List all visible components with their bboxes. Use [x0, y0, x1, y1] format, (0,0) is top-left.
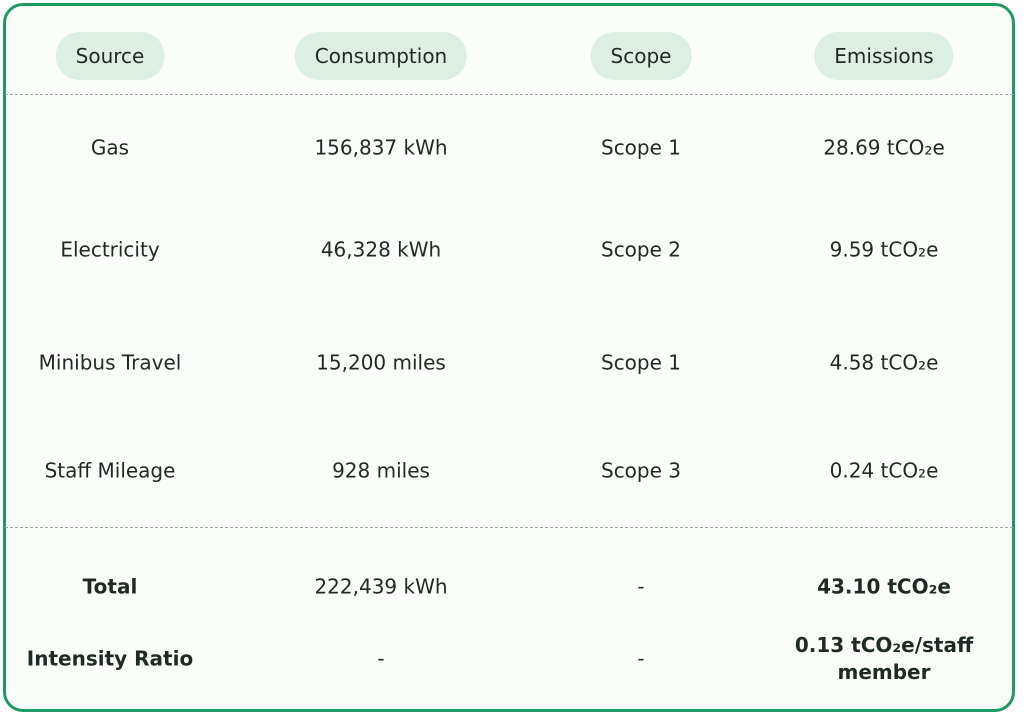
intensity-scope: -	[637, 646, 645, 671]
emissions-table-card	[3, 3, 1015, 712]
row-minibus-emissions: 4.58 tCO₂e	[829, 350, 939, 375]
row-electricity-scope: Scope 2	[600, 237, 682, 262]
row-electricity-consumption: 46,328 kWh	[320, 237, 442, 262]
header-source: Source	[55, 32, 165, 80]
intensity-consumption: -	[377, 646, 385, 671]
row-minibus-consumption: 15,200 miles	[316, 350, 446, 375]
header-scope: Scope	[590, 32, 692, 80]
total-consumption: 222,439 kWh	[314, 574, 448, 599]
total-divider	[5, 527, 1013, 528]
header-divider	[5, 94, 1013, 95]
row-gas-consumption: 156,837 kWh	[314, 135, 448, 160]
row-electricity-emissions: 9.59 tCO₂e	[829, 237, 939, 262]
intensity-emissions: 0.13 tCO₂e/staff member	[794, 633, 974, 684]
row-electricity-source: Electricity	[60, 237, 160, 262]
header-consumption: Consumption	[294, 32, 468, 80]
row-staff-mileage-scope: Scope 3	[600, 458, 682, 483]
row-staff-mileage-source: Staff Mileage	[44, 458, 176, 483]
header-emissions: Emissions	[814, 32, 954, 80]
row-gas-source: Gas	[90, 135, 130, 160]
total-scope: -	[637, 574, 645, 599]
row-staff-mileage-consumption: 928 miles	[332, 458, 430, 483]
row-minibus-source: Minibus Travel	[38, 350, 182, 375]
row-gas-scope: Scope 1	[600, 135, 682, 160]
total-emissions: 43.10 tCO₂e	[817, 574, 951, 599]
row-gas-emissions: 28.69 tCO₂e	[823, 135, 945, 160]
total-label: Total	[82, 574, 138, 599]
intensity-label: Intensity Ratio	[26, 646, 194, 671]
row-staff-mileage-emissions: 0.24 tCO₂e	[829, 458, 939, 483]
row-minibus-scope: Scope 1	[600, 350, 682, 375]
